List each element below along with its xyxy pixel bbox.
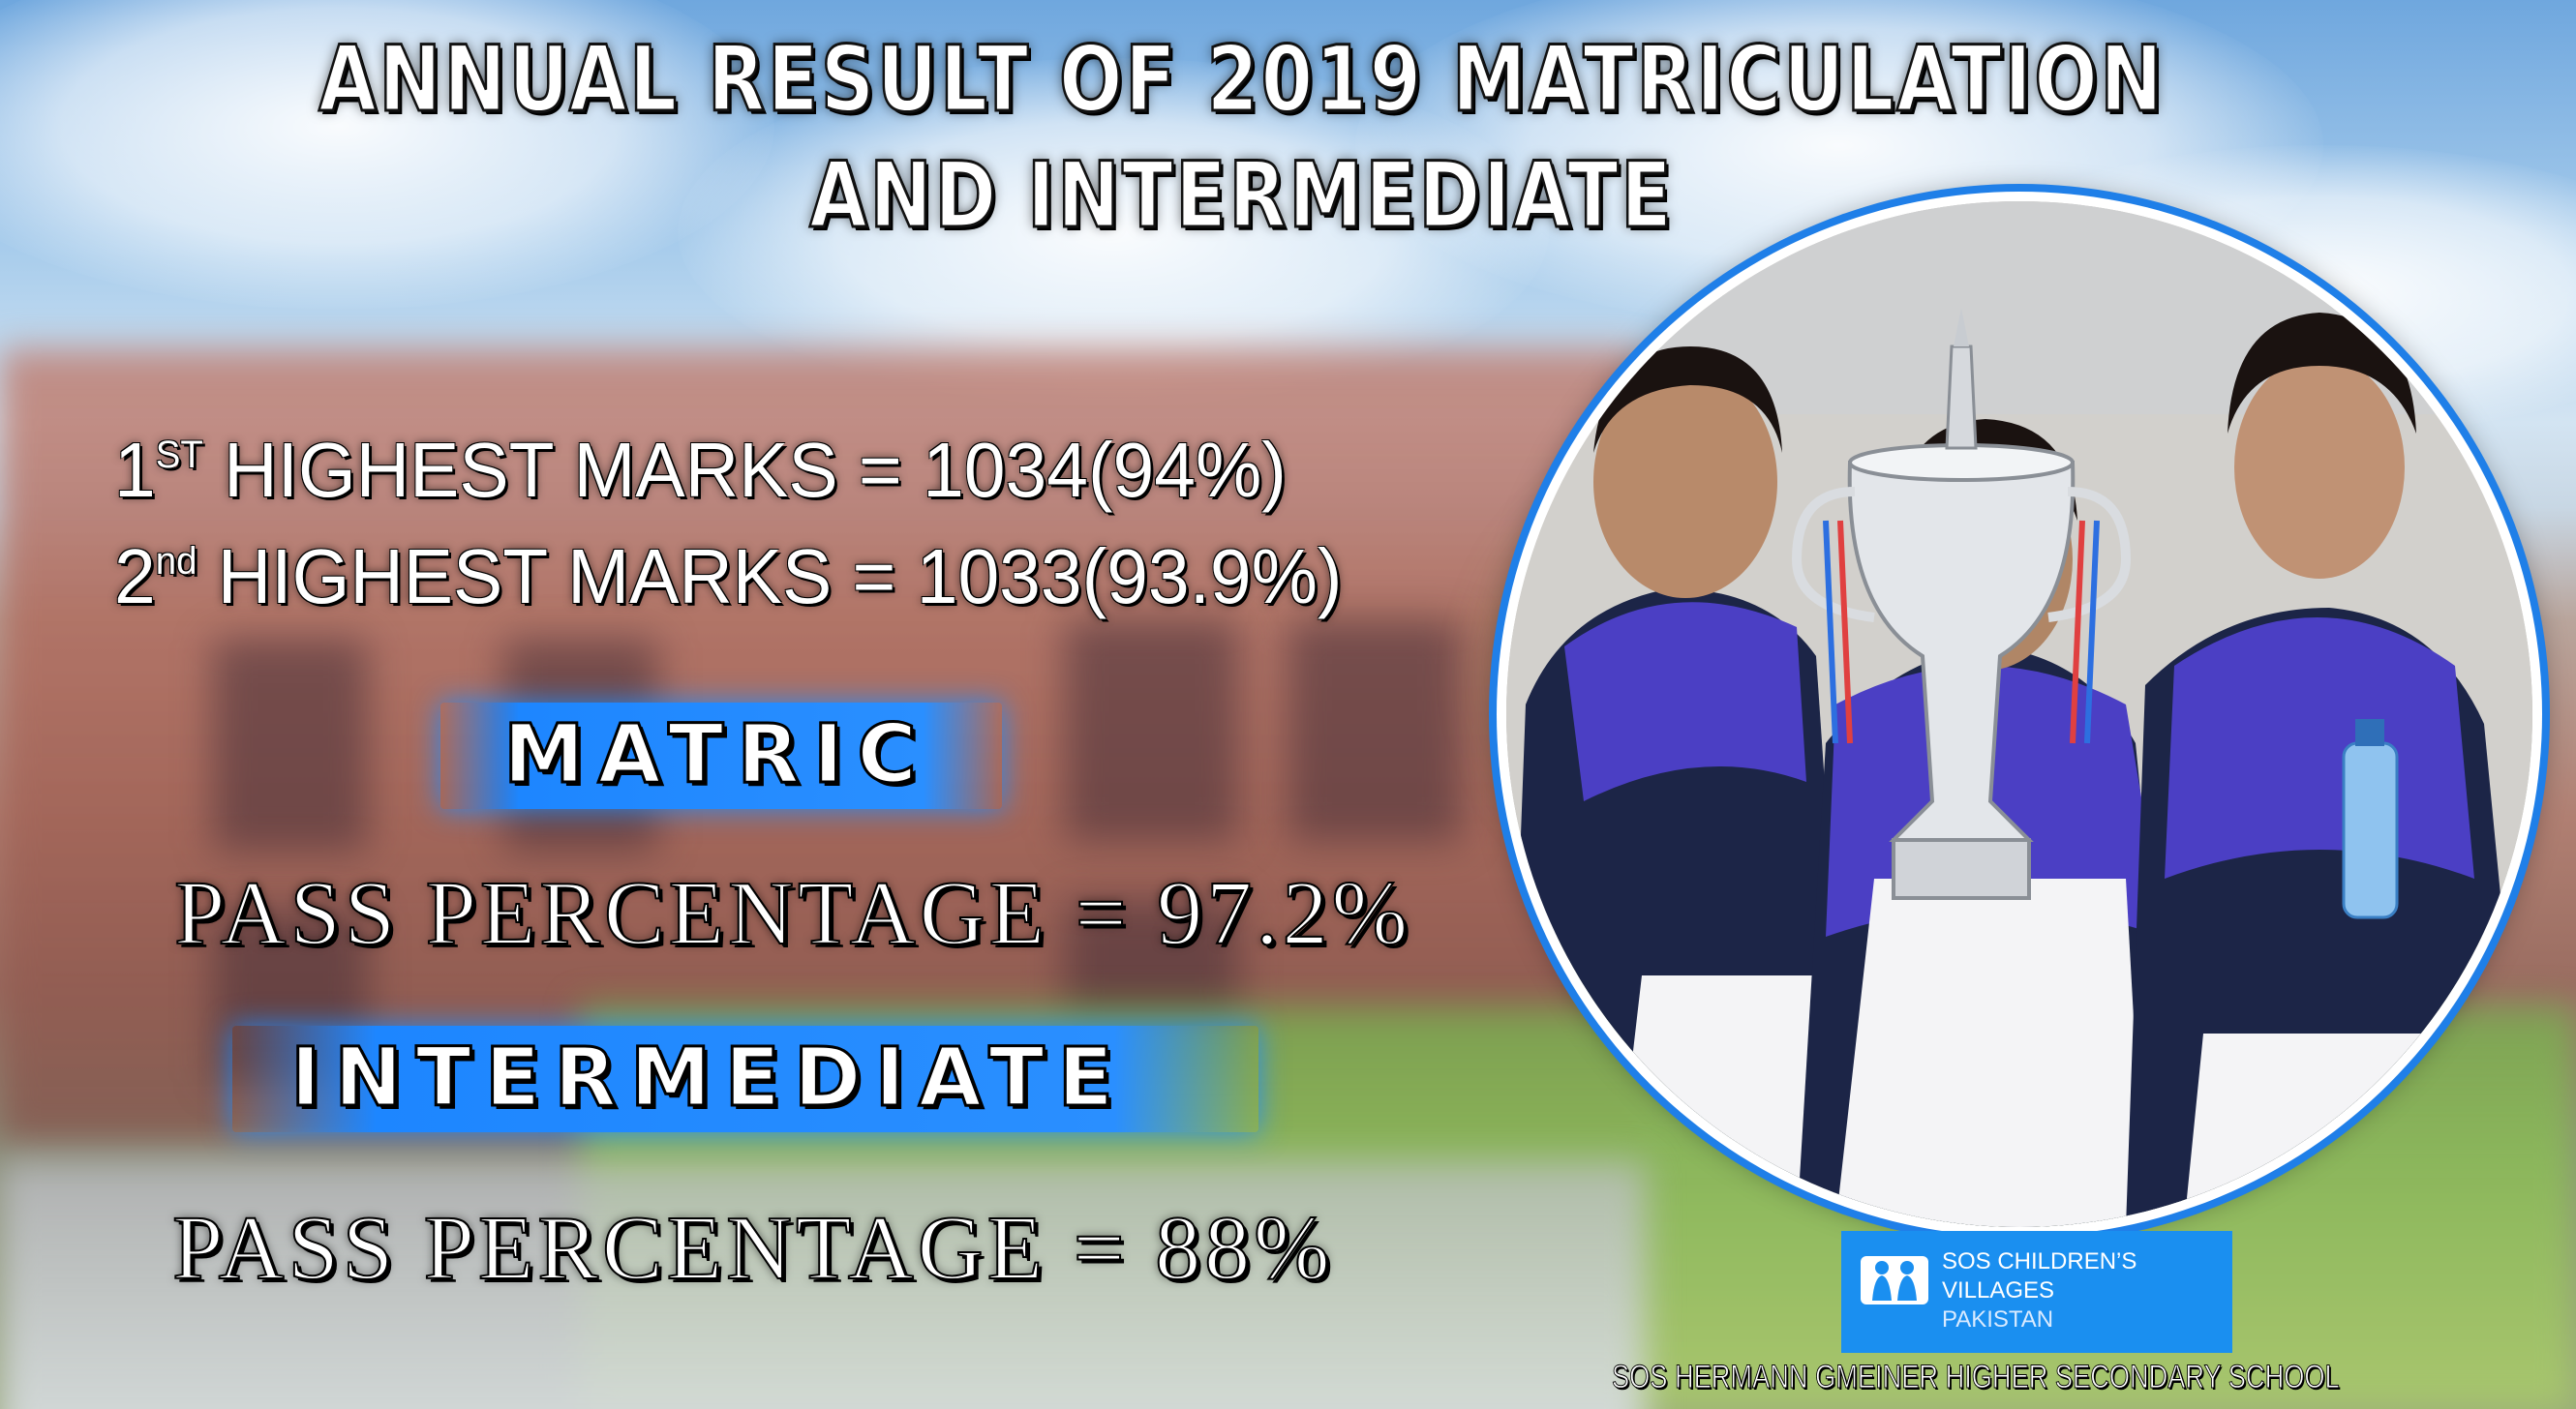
- logo-line-3: PAKISTAN: [1942, 1306, 2054, 1333]
- students-with-trophy-photo: [1506, 201, 2532, 1227]
- title-line-1: ANNUAL RESULT OF 2019 MATRICULATION: [318, 26, 2166, 135]
- matric-label-bar: [440, 703, 1002, 809]
- intermediate-label: INTERMEDIATE: [288, 1029, 1128, 1126]
- students-photo-frame: [1497, 192, 2542, 1237]
- sos-children-icon-svg: [1872, 1261, 1917, 1301]
- sos-children-icon: [1861, 1256, 1928, 1304]
- matric-label: MATRIC: [502, 705, 930, 803]
- logo-line-2: VILLAGES: [1942, 1277, 2055, 1304]
- intermediate-label-bar: [232, 1026, 1258, 1132]
- school-name: SOS HERMANN GMEINER HIGHER SECONDARY SCH…: [1612, 1359, 2340, 1396]
- logo-line-1: SOS CHILDREN’S: [1942, 1248, 2137, 1274]
- students-with-trophy-illustration: [1506, 201, 2532, 1227]
- title-line-2: AND INTERMEDIATE: [808, 142, 1675, 251]
- first-highest-marks: 1ST HIGHEST MARKS = 1034(94%): [114, 427, 1287, 513]
- sos-logo: SOS CHILDREN’S VILLAGES PAKISTAN: [1841, 1231, 2232, 1353]
- matric-pass-percentage: PASS PERCENTAGE = 97.2%: [173, 862, 1411, 965]
- second-highest-marks: 2nd HIGHEST MARKS = 1033(93.9%): [114, 533, 1343, 619]
- intermediate-pass-percentage: PASS PERCENTAGE = 88%: [171, 1197, 1334, 1300]
